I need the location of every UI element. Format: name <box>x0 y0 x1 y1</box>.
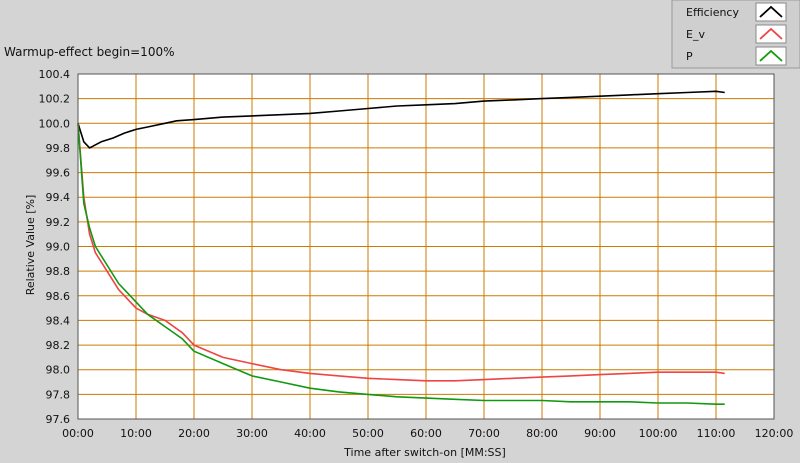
x-tick-label: 100:00 <box>639 427 678 440</box>
legend-label: E_v <box>686 28 705 41</box>
series-line-e-v <box>77 123 725 382</box>
y-tick-label: 100.0 <box>39 117 71 130</box>
x-tick-label: 60:00 <box>410 427 442 440</box>
x-tick-label: 110:00 <box>697 427 736 440</box>
y-tick-label: 98.0 <box>46 364 71 377</box>
legend-label: P <box>686 50 693 63</box>
x-axis-label: Time after switch-on [MM:SS] <box>343 446 506 459</box>
x-tick-label: 80:00 <box>526 427 558 440</box>
legend-swatch-line <box>759 49 783 62</box>
legend-swatch-box <box>755 2 787 22</box>
legend: Efficiency E_v P <box>671 0 800 69</box>
x-tick-labels: 00:00 10:00 20:00 30:00 40:00 50:00 60:00 70:00… <box>62 427 793 440</box>
x-tick-label: 20:00 <box>178 427 210 440</box>
legend-swatch-line <box>759 5 783 18</box>
x-tick-label: 90:00 <box>584 427 616 440</box>
x-tick-label: 120:00 <box>755 427 794 440</box>
y-tick-label: 99.2 <box>46 216 71 229</box>
legend-swatch-line <box>759 27 783 40</box>
y-tick-label: 98.6 <box>46 290 71 303</box>
x-tick-label: 30:00 <box>236 427 268 440</box>
legend-swatch-box <box>755 24 787 44</box>
series-line-p <box>77 123 725 405</box>
legend-label: Efficiency <box>686 6 739 19</box>
x-tick-label: 70:00 <box>468 427 500 440</box>
y-axis-label: Relative Value [%] <box>24 195 37 296</box>
chart-title: Warmup-effect begin=100% <box>4 45 174 59</box>
y-tick-label: 99.0 <box>46 241 71 254</box>
y-tick-labels: 100.4 100.2 100.0 99.8 99.6 99.4 99.2 99.0 98.8 9… <box>39 68 71 426</box>
y-tick-label: 99.8 <box>46 142 71 155</box>
y-tick-label: 100.2 <box>39 93 71 106</box>
x-tick-label: 40:00 <box>294 427 326 440</box>
plot-frame <box>77 73 775 420</box>
series-line-efficiency <box>77 90 725 149</box>
y-tick-label: 98.4 <box>46 314 71 327</box>
plot-area <box>77 73 775 420</box>
y-tick-label: 99.6 <box>46 167 71 180</box>
x-tick-label: 00:00 <box>62 427 94 440</box>
y-tick-label: 97.8 <box>46 388 71 401</box>
legend-swatch-box <box>755 46 787 66</box>
y-tick-label: 98.8 <box>46 265 71 278</box>
x-tick-label: 50:00 <box>352 427 384 440</box>
y-tick-label: 99.4 <box>46 191 71 204</box>
y-tick-label: 97.6 <box>46 413 71 426</box>
x-tick-label: 10:00 <box>120 427 152 440</box>
y-tick-label: 100.4 <box>39 68 71 81</box>
y-tick-label: 98.2 <box>46 339 71 352</box>
